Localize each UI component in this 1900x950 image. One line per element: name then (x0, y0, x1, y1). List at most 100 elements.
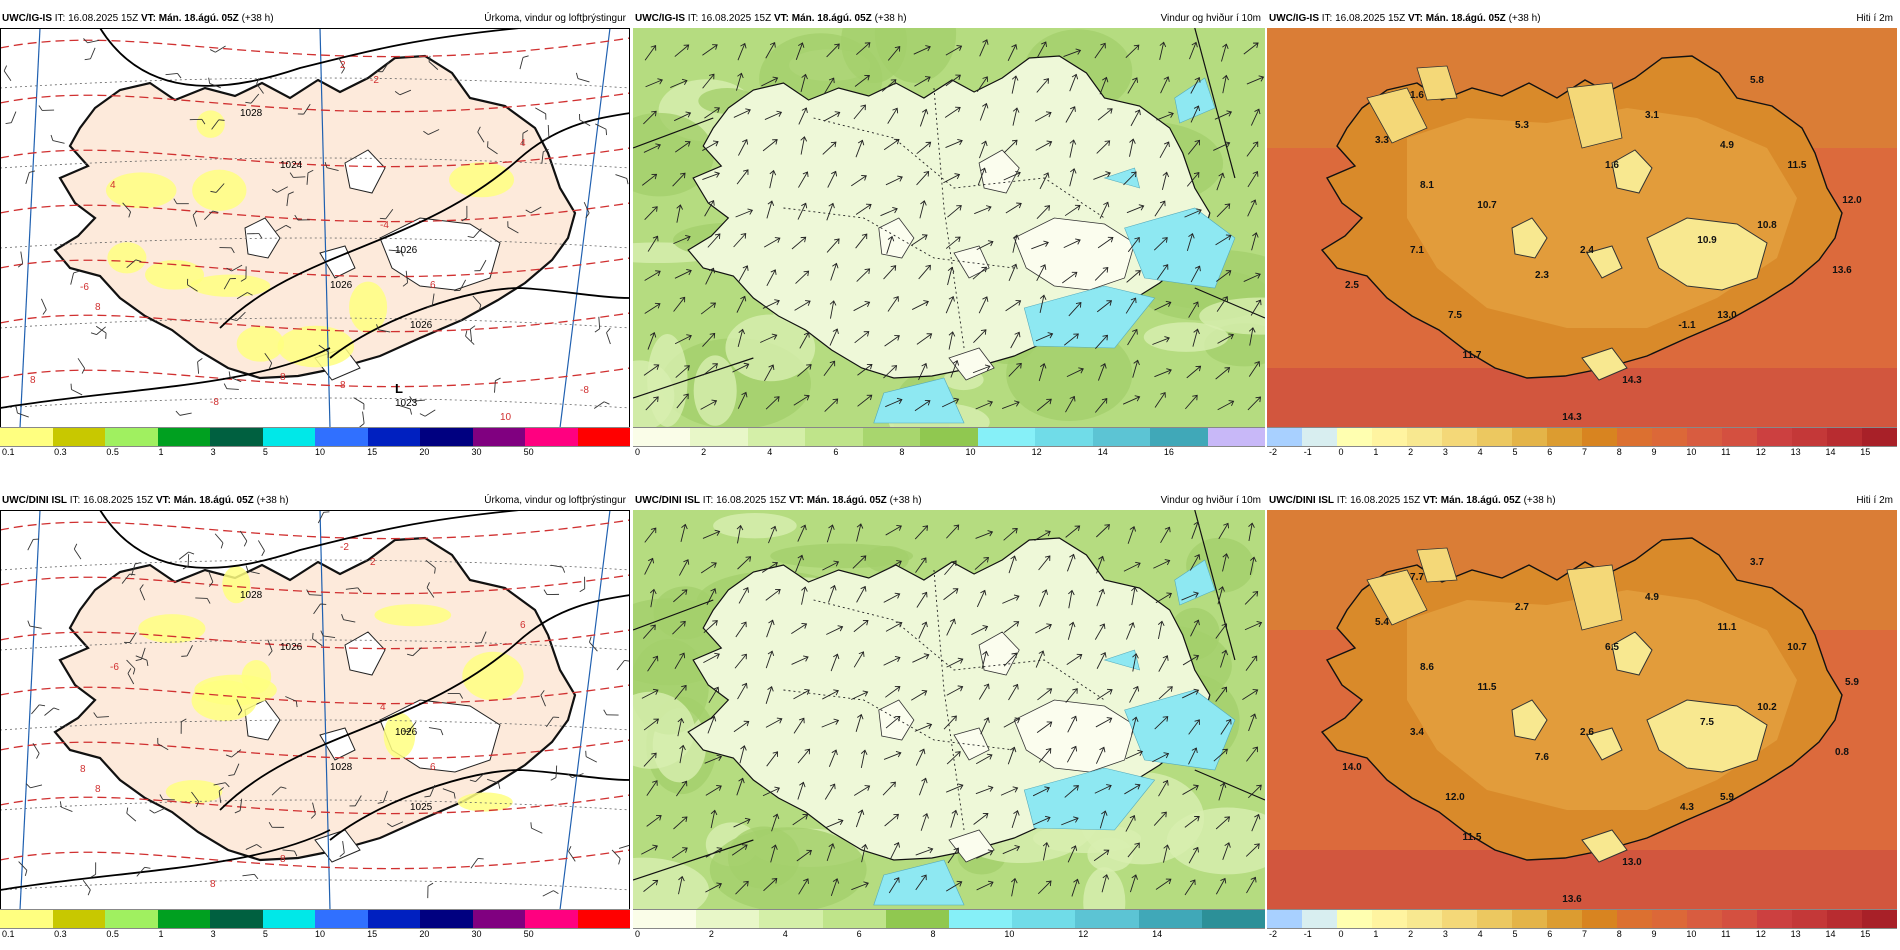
colorbar-tick-label: 10 (1686, 929, 1697, 939)
colorbar-swatch (472, 910, 525, 928)
wind-arrow (707, 715, 717, 734)
wind-arrow (797, 748, 811, 764)
wind-arrow (1036, 721, 1053, 734)
wind-arrow (1037, 688, 1053, 701)
temperature-value: 14.3 (1562, 412, 1582, 423)
glacier-outline (878, 217, 915, 259)
init-time: IT: 16.08.2025 15Z (69, 495, 154, 506)
wind-arrow (735, 621, 747, 638)
cold-area (1581, 347, 1628, 381)
colorbar-swatch (1827, 910, 1862, 928)
colorbar-tick-label: 14 (1825, 447, 1836, 457)
isotherm-line (0, 147, 630, 168)
wind-barb (306, 589, 322, 596)
colorbar-tick-label: 3 (210, 447, 216, 457)
wind-arrow (1010, 331, 1021, 349)
wind-arrow (1125, 44, 1140, 58)
wind-arrow (1096, 555, 1105, 574)
wind-map (633, 10, 1265, 456)
colorbar-swatch (1792, 910, 1827, 928)
wind-arrow (887, 45, 901, 61)
wind-barb (93, 712, 109, 718)
wind-arrow (705, 785, 722, 796)
wind-arrow (943, 588, 959, 601)
wind-barb (494, 377, 501, 393)
precip-map: 1028 1026 1026 1024 1026 1023 -2 2 4 -4 4 6 -6 8 8 -8 8 1… (0, 27, 630, 429)
wind-speed-area (653, 586, 717, 640)
wind-arrow (919, 200, 927, 219)
wind-arrow (918, 777, 928, 796)
colorbar-swatch (1477, 910, 1512, 928)
wind-arrow (977, 167, 987, 186)
colorbar (633, 909, 1265, 929)
colorbar-tick-label: 13 (1790, 447, 1801, 457)
wind-barb (15, 407, 29, 418)
gust-area (873, 859, 965, 906)
wind-barb (541, 148, 549, 164)
wind-arrow (1127, 842, 1140, 858)
wind-arrow (975, 753, 993, 765)
isotherm-line (0, 794, 630, 815)
wind-arrow (1068, 589, 1075, 609)
wind-arrow (1064, 785, 1079, 798)
panel-title: Úrkoma, vindur og loftþrýstingur (484, 13, 626, 24)
wind-barb (618, 844, 630, 849)
wind-arrow (1152, 336, 1170, 345)
colorbar-swatch (367, 910, 420, 928)
glacier-outline (953, 727, 990, 761)
wind-arrow (678, 875, 685, 895)
wind-barb (426, 293, 435, 309)
colorbar-swatch (1652, 910, 1687, 928)
wind-barb (282, 849, 298, 857)
wind-barb (454, 279, 467, 292)
colorbar-tick-label: 9 (1651, 929, 1657, 939)
isotherm-label: 8 (280, 854, 286, 865)
wind-arrow (762, 299, 780, 309)
wind-arrow (973, 329, 987, 344)
wind-arrow (1069, 73, 1079, 92)
wind-arrow (828, 749, 838, 767)
gust-area (1124, 207, 1236, 289)
wind-barb (256, 78, 264, 94)
wind-arrow (1187, 139, 1201, 155)
wind-barb (540, 690, 546, 707)
wind-barb (73, 543, 82, 560)
wind-arrow (733, 817, 751, 828)
wind-arrow (883, 138, 900, 151)
wind-arrow (1001, 400, 1020, 409)
wind-barb (289, 172, 306, 178)
wind-barb (426, 582, 435, 598)
pressure-label: 1026 (395, 727, 418, 738)
precip-area (236, 325, 285, 362)
wind-arrow (702, 529, 721, 539)
temperature-value: 12.0 (1842, 195, 1862, 206)
wind-arrow (1066, 367, 1084, 378)
wind-arrow (829, 300, 837, 319)
isotherm-label: -8 (210, 397, 219, 408)
colorbar-tick-label: 0.3 (54, 447, 67, 457)
wind-arrow (853, 301, 871, 312)
wind-arrow (1127, 526, 1137, 544)
wind-arrow (1033, 815, 1051, 826)
wind-arrow (700, 399, 718, 410)
wind-barb (379, 208, 394, 220)
wind-arrow (1213, 748, 1228, 762)
wind-arrow (1125, 297, 1137, 314)
wind-barb (126, 659, 136, 675)
wind-arrow (673, 589, 688, 603)
wind-arrow (1129, 874, 1138, 893)
colorbar (1267, 427, 1897, 447)
colorbar-swatch (157, 428, 210, 446)
wind-barb (32, 742, 40, 759)
pressure-label: 1028 (240, 108, 263, 119)
wind-barb (320, 630, 336, 638)
wind-arrow (645, 78, 663, 88)
colorbar-tick-label: 4 (1477, 447, 1483, 457)
wind-arrow (857, 394, 873, 407)
wind-arrow (1155, 592, 1172, 604)
wind-barb (546, 716, 560, 728)
wind-arrow (1037, 398, 1052, 412)
temperature-value: 2.4 (1580, 245, 1594, 256)
wind-arrow (1154, 391, 1166, 408)
wind-barb (470, 858, 484, 869)
